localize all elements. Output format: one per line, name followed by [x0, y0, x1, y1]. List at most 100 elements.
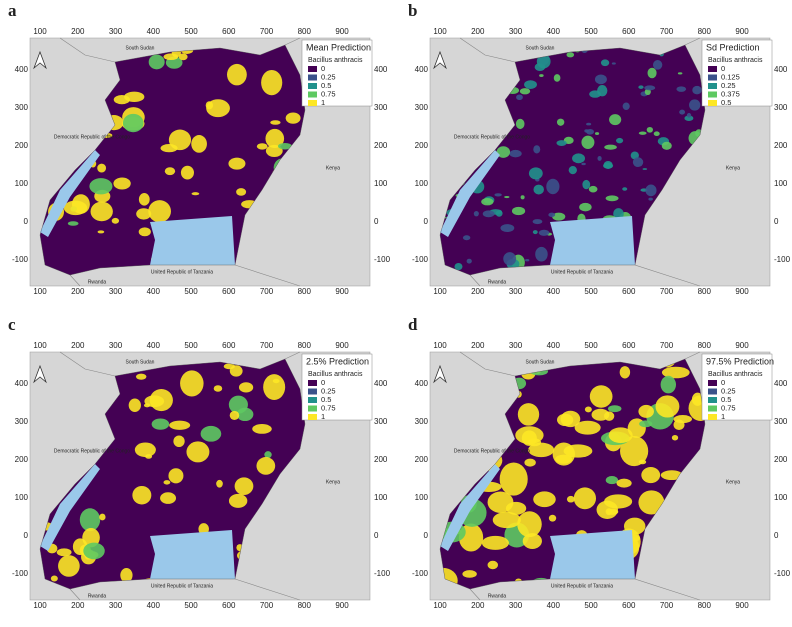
pattern-blob — [652, 60, 663, 70]
x-tick-label: 700 — [260, 287, 274, 296]
pattern-blob — [122, 113, 144, 133]
map-panel: a South Sudan Democratic Republic of the C… — [8, 1, 391, 296]
pattern-blob — [676, 86, 687, 92]
pattern-blob — [50, 575, 58, 582]
panel-label: d — [408, 315, 418, 334]
y-tick-label: 100 — [15, 179, 29, 188]
pattern-blob — [454, 263, 463, 271]
y-tick-label: 0 — [424, 531, 429, 540]
x-tick-label: 900 — [335, 27, 349, 36]
pattern-blob — [638, 404, 654, 418]
pattern-blob — [148, 200, 171, 223]
legend-subtitle: Bacillus anthracis — [708, 57, 763, 64]
country-label: South Sudan — [126, 45, 155, 51]
legend-item: 1 — [321, 412, 325, 421]
pattern-blob — [553, 74, 561, 82]
x-tick-label: 100 — [33, 341, 47, 350]
pattern-blob — [584, 406, 592, 413]
pattern-blob — [135, 373, 147, 380]
y-tick-label: 300 — [374, 417, 388, 426]
pattern-blob — [622, 187, 628, 191]
pattern-blob — [646, 126, 653, 133]
pattern-blob — [533, 145, 541, 154]
pattern-blob — [647, 67, 657, 79]
pattern-blob — [151, 418, 170, 430]
pattern-blob — [655, 395, 680, 418]
pattern-blob — [522, 533, 542, 549]
x-tick-label: 200 — [471, 27, 485, 36]
legend-item: 0.5 — [721, 395, 731, 404]
pattern-blob — [686, 113, 692, 118]
x-tick-label: 700 — [660, 341, 674, 350]
y-tick-label: 200 — [415, 455, 429, 464]
legend-subtitle: Bacillus anthracis — [308, 57, 363, 64]
y-tick-label: 0 — [774, 217, 779, 226]
country-outline — [439, 44, 706, 276]
pattern-blob — [111, 217, 120, 224]
pattern-blob — [261, 69, 283, 96]
pattern-blob — [524, 458, 536, 467]
pattern-blob — [56, 548, 72, 557]
x-tick-label: 700 — [660, 287, 674, 296]
y-tick-label: 100 — [415, 493, 429, 502]
x-tick-label: 200 — [71, 341, 85, 350]
country-label: South Sudan — [126, 359, 155, 365]
lake-albert — [40, 150, 100, 237]
legend-item: 1 — [321, 98, 325, 107]
pattern-blob — [548, 514, 557, 522]
x-tick-label: 200 — [471, 601, 485, 610]
legend-item: 0.5 — [721, 98, 731, 107]
y-tick-label: -100 — [774, 255, 791, 264]
pattern-blob — [588, 185, 598, 193]
x-tick-label: 200 — [471, 287, 485, 296]
pattern-blob — [524, 80, 537, 89]
pattern-blob — [113, 94, 130, 105]
legend-item: 1 — [721, 412, 725, 421]
legend-swatch — [308, 100, 317, 106]
legend-title: 2.5% Prediction — [306, 356, 369, 366]
pattern-blob — [622, 102, 630, 111]
pattern-blob — [272, 378, 280, 384]
pattern-blob — [205, 101, 214, 110]
pattern-blob — [600, 59, 610, 67]
pattern-blob — [97, 230, 105, 234]
x-tick-label: 500 — [584, 341, 598, 350]
legend-swatch — [308, 66, 317, 72]
pattern-blob — [568, 166, 577, 175]
pattern-blob — [528, 167, 543, 180]
pattern-blob — [90, 201, 113, 222]
pattern-blob — [532, 219, 543, 225]
pattern-blob — [661, 141, 672, 150]
lake-victoria — [550, 530, 635, 579]
x-tick-label: 100 — [433, 601, 447, 610]
pattern-blob — [620, 436, 649, 467]
pattern-blob — [566, 495, 575, 503]
country-label: South Sudan — [526, 359, 555, 365]
legend-swatch — [308, 74, 317, 81]
pattern-blob — [579, 202, 592, 212]
pattern-blob — [278, 142, 292, 150]
pattern-blob — [160, 144, 178, 153]
x-tick-label: 300 — [509, 27, 523, 36]
legend-swatch — [308, 414, 317, 420]
pattern-blob — [604, 144, 617, 150]
pattern-blob — [481, 535, 509, 550]
pattern-blob — [462, 570, 477, 578]
legend-item: 0 — [321, 378, 325, 387]
pattern-blob — [132, 485, 152, 505]
pattern-blob — [594, 132, 600, 135]
north-arrow — [33, 50, 47, 70]
y-tick-label: 200 — [374, 141, 388, 150]
pattern-blob — [83, 542, 105, 560]
x-tick-label: 200 — [71, 27, 85, 36]
pattern-blob — [661, 366, 690, 379]
pattern-blob — [638, 490, 665, 515]
pattern-blob — [660, 375, 677, 394]
x-tick-label: 300 — [109, 601, 123, 610]
pattern-blob — [264, 451, 272, 459]
pattern-blob — [67, 221, 79, 226]
country-label: Kenya — [726, 479, 740, 485]
pattern-blob — [148, 54, 165, 70]
y-tick-label: 300 — [374, 103, 388, 112]
x-tick-label: 500 — [584, 287, 598, 296]
